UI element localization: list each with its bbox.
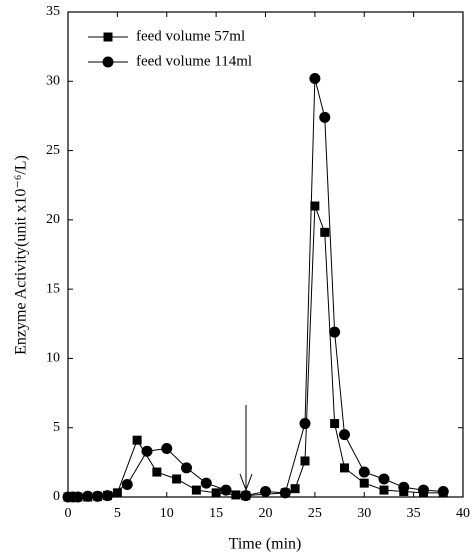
- marker: [299, 418, 311, 430]
- marker: [152, 467, 162, 477]
- y-tick-label: 15: [46, 281, 60, 296]
- marker: [329, 326, 341, 338]
- y-tick-label: 35: [46, 4, 60, 19]
- arrow: [239, 405, 253, 492]
- y-axis-title: Enzyme Activity(unit x10⁻⁶/L): [13, 155, 30, 355]
- marker: [260, 485, 271, 497]
- y-tick-label: 10: [46, 351, 60, 366]
- marker: [378, 473, 390, 485]
- marker: [310, 201, 320, 211]
- marker: [319, 111, 331, 123]
- marker: [132, 435, 142, 445]
- marker: [161, 443, 173, 454]
- x-tick-label: 25: [308, 506, 322, 521]
- y-tick-label: 25: [46, 143, 60, 158]
- legend-label: feed volume 114ml: [136, 53, 252, 69]
- marker: [102, 490, 113, 502]
- marker: [141, 445, 153, 457]
- marker: [340, 463, 349, 473]
- x-axis-title: Time (min): [229, 536, 302, 553]
- series-line: [68, 205, 444, 498]
- marker: [220, 484, 232, 496]
- y-tick-label: 5: [53, 420, 60, 435]
- marker: [181, 462, 192, 474]
- x-tick-label: 30: [357, 506, 371, 521]
- x-tick-label: 15: [209, 506, 223, 521]
- legend-marker: [102, 56, 114, 68]
- marker: [309, 73, 321, 85]
- y-tick-label: 30: [46, 74, 60, 89]
- marker: [231, 490, 241, 500]
- series-line: [68, 78, 444, 498]
- marker: [72, 491, 84, 503]
- x-tick-label: 20: [259, 506, 273, 521]
- marker: [320, 227, 330, 237]
- marker: [398, 481, 410, 493]
- marker: [191, 485, 201, 495]
- marker: [240, 490, 252, 502]
- marker: [339, 429, 350, 441]
- x-tick-label: 35: [407, 506, 421, 521]
- marker: [358, 466, 370, 478]
- y-tick-label: 0: [53, 489, 60, 504]
- x-tick-label: 10: [160, 506, 174, 521]
- legend-label: feed volume 57ml: [136, 28, 245, 44]
- marker: [200, 477, 212, 489]
- marker: [330, 419, 340, 429]
- marker: [211, 488, 221, 498]
- y-tick-label: 20: [46, 212, 60, 227]
- marker: [359, 478, 369, 488]
- marker: [279, 487, 291, 499]
- x-tick-label: 5: [114, 506, 121, 521]
- marker: [418, 484, 429, 496]
- marker: [437, 485, 449, 497]
- marker: [379, 485, 389, 495]
- marker: [82, 490, 94, 502]
- marker: [92, 490, 104, 502]
- marker: [121, 479, 133, 491]
- marker: [290, 484, 300, 494]
- marker: [300, 456, 310, 466]
- plot-frame: [67, 11, 464, 498]
- marker: [172, 474, 182, 484]
- legend-marker: [103, 32, 113, 42]
- x-tick-label: 0: [65, 506, 72, 521]
- marker: [112, 488, 122, 498]
- x-tick-label: 40: [456, 506, 470, 521]
